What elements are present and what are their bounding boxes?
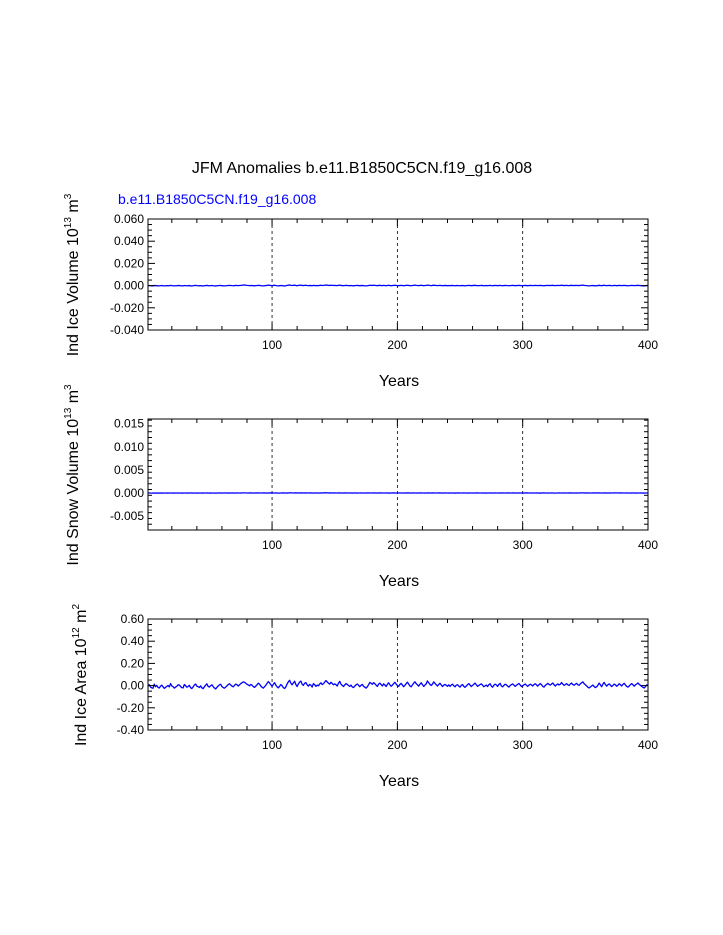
- y-tick-label: 0.040: [114, 234, 144, 248]
- x-tick-label: 200: [387, 738, 407, 752]
- y-tick-label: 0.020: [114, 256, 144, 270]
- y-tick-label: 0.010: [114, 440, 144, 454]
- x-tick-label: 200: [387, 338, 407, 352]
- y-axis-label: Ind Snow Volume 1013 m3: [63, 384, 82, 566]
- y-tick-label: 0.20: [121, 656, 145, 670]
- y-tick-label: -0.040: [110, 323, 144, 337]
- y-tick-label: 0.015: [114, 417, 144, 431]
- x-tick-label: 100: [262, 338, 282, 352]
- y-axis-label: Ind Ice Volume 1013 m3: [63, 193, 82, 356]
- x-tick-label: 400: [638, 338, 658, 352]
- y-tick-label: 0.000: [114, 486, 144, 500]
- x-axis-label: Years: [379, 573, 419, 590]
- plot-frame: [147, 218, 649, 331]
- y-tick-label: 0.40: [121, 634, 145, 648]
- y-tick-label: -0.20: [117, 701, 145, 715]
- x-tick-label: 300: [513, 538, 533, 552]
- x-axis-label: Years: [379, 773, 419, 790]
- y-tick-label: 0.000: [114, 279, 144, 293]
- y-tick-label: 0.60: [121, 612, 145, 626]
- ice-area-panel: 100 200 300 400 -0.40 -0.20 0.00 0.20 0.40 0.60 Ye…: [71, 604, 658, 790]
- plot-frame: [147, 418, 649, 531]
- ice-volume-panel: 100 200 300 400 -0.040 -0.020 0.000 0.020 0.040 0…: [63, 193, 658, 390]
- x-tick-label: 100: [262, 738, 282, 752]
- y-tick-label: 0.005: [114, 463, 144, 477]
- y-tick-label: -0.40: [117, 723, 145, 737]
- series-line: [147, 284, 649, 287]
- y-axis-label: Ind Ice Area 1012 m2: [71, 604, 90, 747]
- series-line: [147, 679, 649, 690]
- panel-1-subtitle: b.e11.B1850C5CN.f19_g16.008: [118, 191, 316, 207]
- x-axis-label: Years: [379, 373, 419, 390]
- y-tick-label: 0.060: [114, 212, 144, 226]
- plot-frame: [147, 618, 649, 731]
- x-tick-label: 400: [638, 738, 658, 752]
- main-title: JFM Anomalies b.e11.B1850C5CN.f19_g16.00…: [192, 160, 532, 177]
- x-tick-label: 200: [387, 538, 407, 552]
- x-tick-label: 100: [262, 538, 282, 552]
- x-tick-label: 400: [638, 538, 658, 552]
- x-tick-label: 300: [513, 738, 533, 752]
- y-tick-label: -0.005: [110, 509, 144, 523]
- y-tick-label: 0.00: [121, 679, 145, 693]
- x-tick-label: 300: [513, 338, 533, 352]
- snow-volume-panel: 100 200 300 400 -0.005 0.000 0.005 0.010 0.015 Ye…: [63, 384, 658, 590]
- y-tick-label: -0.020: [110, 301, 144, 315]
